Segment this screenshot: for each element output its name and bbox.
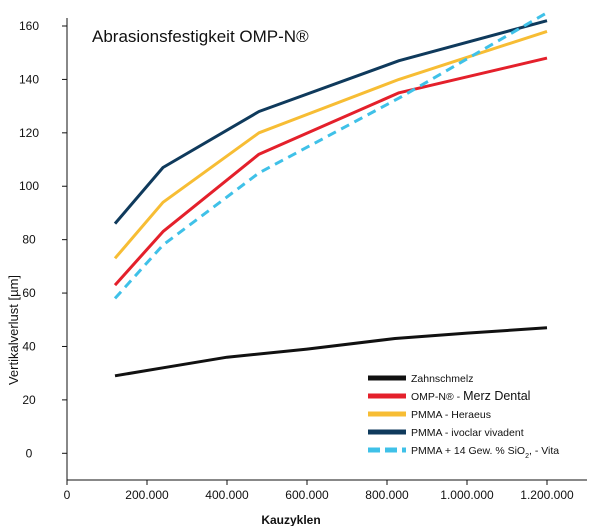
y-tick-label: 60 [22,286,36,300]
series-line [113,56,548,287]
y-tick-label: 120 [19,126,39,140]
series-lines [113,11,548,378]
legend-label-part: PMMA - Heraeus [411,409,491,421]
legend-label: PMMA + 14 Gew. % SiO2, - Vita [411,445,559,460]
y-tick-label: 20 [22,393,36,407]
legend-label-part: PMMA - ivoclar vivadent [411,427,524,439]
legend-label-part: 2 [525,453,529,460]
x-tick-label: 1.200.000 [520,488,574,502]
legend-label: PMMA - ivoclar vivadent [411,427,524,439]
y-tick-label: 40 [22,339,36,353]
series-line [113,11,548,300]
chart-title: Abrasionsfestigkeit OMP-N® [92,27,309,46]
x-axis-title: Kauzyklen [261,513,320,526]
legend-label: PMMA - Heraeus [411,409,491,421]
series-line [114,326,548,378]
legend-label-part: OMP-N® - [411,391,463,403]
y-axis-title: Vertikalverlust [µm] [6,275,21,385]
axes [66,18,587,481]
x-ticks: 0 200.000 400.000 600.000 800.000 1.000.000 1.… [64,480,574,502]
x-tick-label: 800.000 [365,488,409,502]
y-tick-label: 160 [19,19,39,33]
legend-label-part: , - Vita [529,445,559,457]
legend-label-part: Zahnschmelz [411,373,473,385]
y-tick-label: 80 [22,233,36,247]
legend-label: Zahnschmelz [411,373,473,385]
y-ticks: 0 20 40 60 80 100 120 140 160 [19,19,67,460]
x-tick-label: 1.000.000 [440,488,494,502]
legend-label: OMP-N® - Merz Dental [411,389,530,403]
series-line [113,19,548,225]
y-tick-label: 100 [19,179,39,193]
y-tick-label: 140 [19,72,39,86]
y-tick-label: 0 [26,446,33,460]
legend-label-part: PMMA + 14 Gew. % SiO [411,445,525,457]
x-tick-label: 200.000 [125,488,169,502]
x-tick-label: 400.000 [205,488,249,502]
x-tick-label: 0 [64,488,71,502]
series-line [113,29,548,260]
legend: Zahnschmelz OMP-N® - Merz Dental PMMA - He… [368,373,559,460]
x-tick-label: 600.000 [285,488,329,502]
legend-label-part: Merz Dental [463,389,530,403]
